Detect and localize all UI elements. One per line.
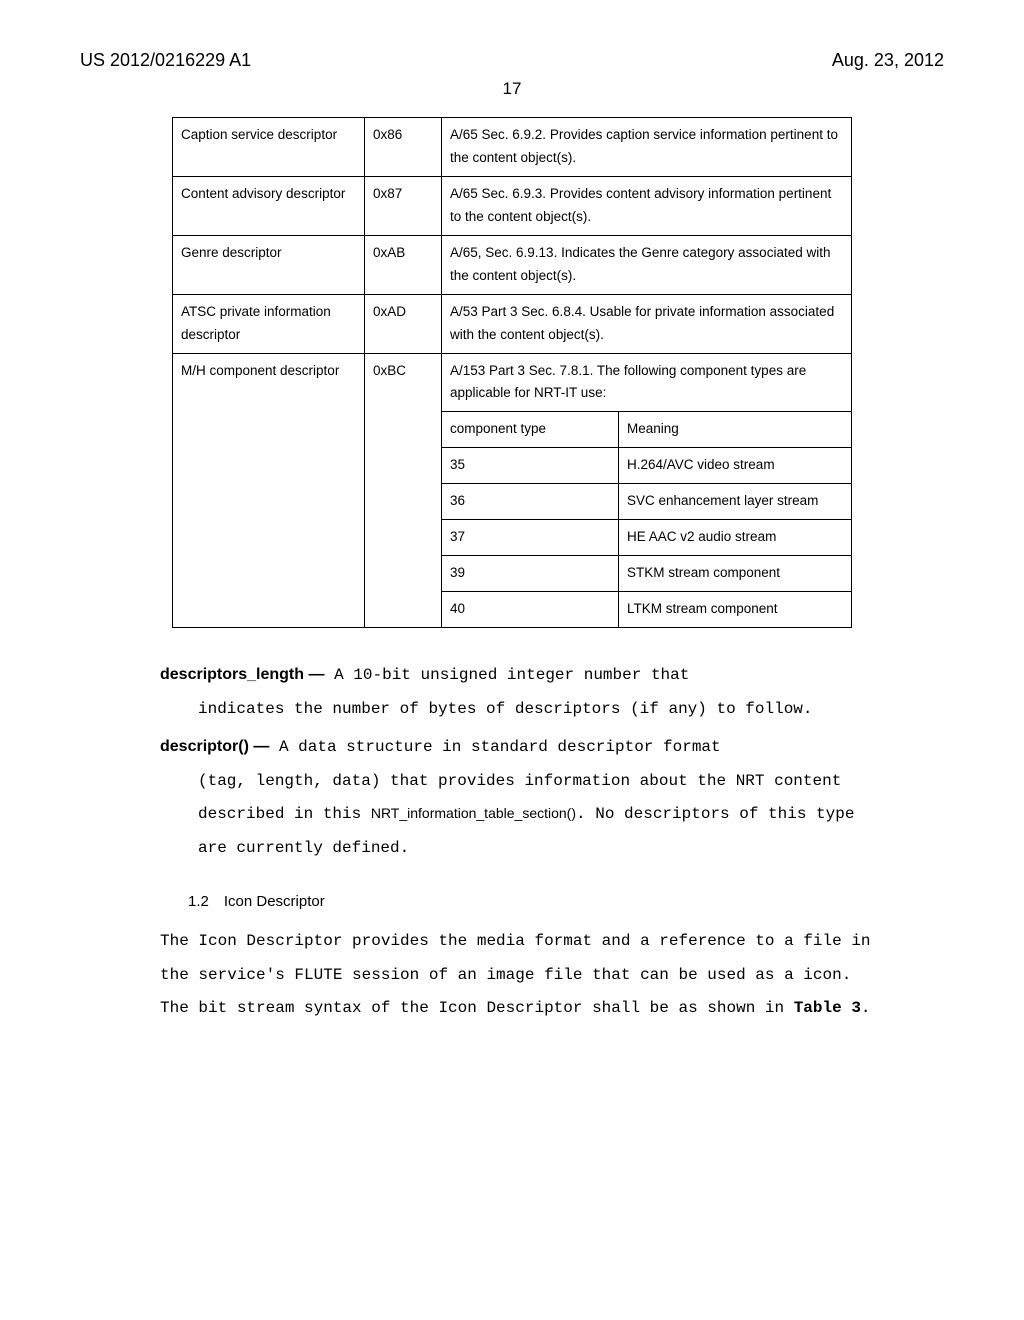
cell-desc: A/53 Part 3 Sec. 6.8.4. Usable for priva…: [442, 294, 852, 353]
sub-cell: 37: [442, 520, 619, 556]
sub-cell: 40: [442, 592, 619, 628]
para-text: The Icon Descriptor provides the media f…: [160, 932, 871, 1017]
def-term: descriptor() —: [160, 738, 269, 755]
def-body: (tag, length, data) that provides inform…: [160, 765, 884, 866]
cell-code: 0x86: [365, 118, 442, 177]
section-heading: 1.2 Icon Descriptor: [188, 886, 884, 918]
sub-cell: 39: [442, 556, 619, 592]
cell-name: M/H component descriptor: [173, 353, 365, 628]
sub-cell: 35: [442, 448, 619, 484]
def-item: descriptor() — A data structure in stand…: [160, 730, 884, 865]
def-lead: A data structure in standard descriptor …: [269, 738, 720, 756]
descriptor-table: Caption service descriptor 0x86 A/65 Sec…: [172, 117, 852, 628]
definitions: descriptors_length — A 10-bit unsigned i…: [160, 658, 884, 1026]
page: US 2012/0216229 A1 Aug. 23, 2012 17 Capt…: [0, 0, 1024, 1090]
cell-desc: A/65 Sec. 6.9.3. Provides content adviso…: [442, 176, 852, 235]
table-ref: Table 3: [794, 999, 861, 1017]
table-row: M/H component descriptor 0xBC A/153 Part…: [173, 353, 852, 412]
sub-cell: SVC enhancement layer stream: [619, 484, 852, 520]
table-row: ATSC private information descriptor 0xAD…: [173, 294, 852, 353]
cell-code: 0xAB: [365, 235, 442, 294]
cell-desc: A/65 Sec. 6.9.2. Provides caption servic…: [442, 118, 852, 177]
table-row: Caption service descriptor 0x86 A/65 Sec…: [173, 118, 852, 177]
page-header: US 2012/0216229 A1 Aug. 23, 2012: [80, 50, 944, 71]
cell-name: Genre descriptor: [173, 235, 365, 294]
sub-header: component type: [442, 412, 619, 448]
table-row: Genre descriptor 0xAB A/65, Sec. 6.9.13.…: [173, 235, 852, 294]
table-row: Content advisory descriptor 0x87 A/65 Se…: [173, 176, 852, 235]
cell-code: 0xBC: [365, 353, 442, 628]
doc-id: US 2012/0216229 A1: [80, 50, 251, 71]
page-number: 17: [80, 79, 944, 99]
sub-cell: 36: [442, 484, 619, 520]
sub-cell: H.264/AVC video stream: [619, 448, 852, 484]
sub-cell: STKM stream component: [619, 556, 852, 592]
para-tail: .: [861, 999, 871, 1017]
cell-name: Caption service descriptor: [173, 118, 365, 177]
doc-date: Aug. 23, 2012: [832, 50, 944, 71]
sub-header: Meaning: [619, 412, 852, 448]
code-ref: NRT_information_table_section(): [371, 805, 576, 821]
cell-name: Content advisory descriptor: [173, 176, 365, 235]
def-item: descriptors_length — A 10-bit unsigned i…: [160, 658, 884, 726]
sub-cell: LTKM stream component: [619, 592, 852, 628]
cell-code: 0xAD: [365, 294, 442, 353]
cell-desc: A/65, Sec. 6.9.13. Indicates the Genre c…: [442, 235, 852, 294]
cell-name: ATSC private information descriptor: [173, 294, 365, 353]
def-term: descriptors_length —: [160, 666, 324, 683]
sub-cell: HE AAC v2 audio stream: [619, 520, 852, 556]
section-paragraph: The Icon Descriptor provides the media f…: [160, 925, 884, 1026]
cell-code: 0x87: [365, 176, 442, 235]
def-lead: A 10-bit unsigned integer number that: [324, 666, 689, 684]
cell-desc: A/153 Part 3 Sec. 7.8.1. The following c…: [442, 353, 852, 412]
def-body: indicates the number of bytes of descrip…: [160, 693, 884, 727]
